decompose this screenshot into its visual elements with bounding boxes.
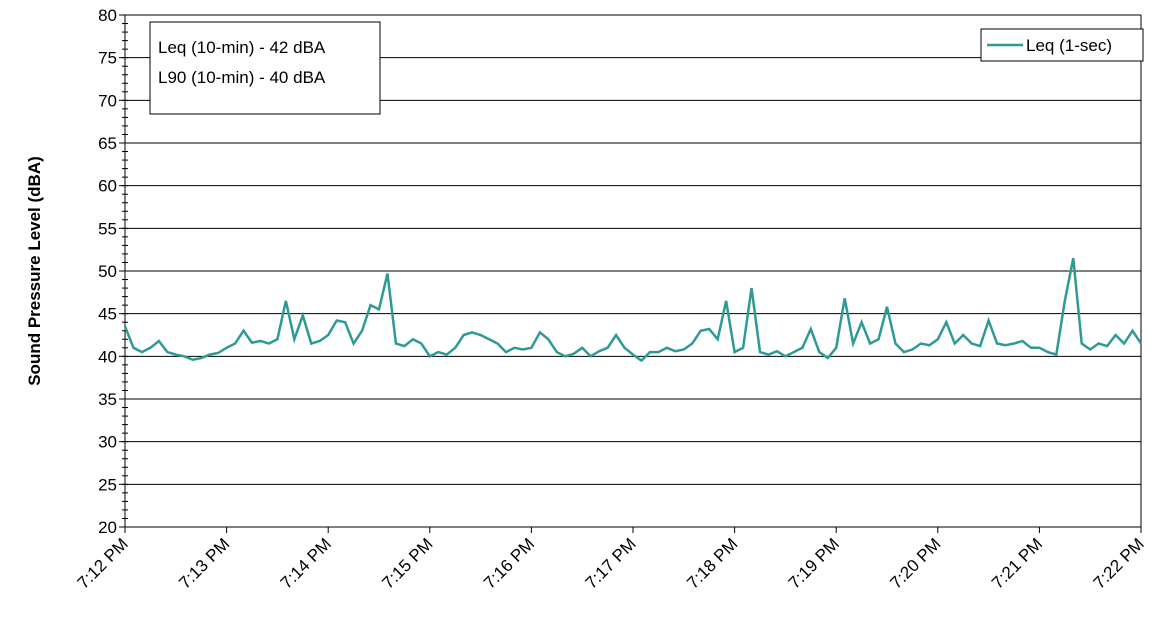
x-tick-label: 7:12 PM: [74, 534, 132, 592]
x-tick-label: 7:14 PM: [277, 534, 335, 592]
y-tick-label: 65: [98, 134, 117, 153]
annotation: L90 (10-min) - 40 dBA: [158, 68, 326, 87]
annotation: Leq (10-min) - 42 dBA: [158, 38, 326, 57]
y-tick-label: 35: [98, 390, 117, 409]
y-tick-label: 45: [98, 305, 117, 324]
x-tick-label: 7:13 PM: [175, 534, 233, 592]
legend-label: Leq (1-sec): [1026, 36, 1112, 55]
x-tick-label: 7:22 PM: [1090, 534, 1148, 592]
y-tick-label: 75: [98, 49, 117, 68]
y-tick-label: 20: [98, 518, 117, 537]
x-tick-label: 7:20 PM: [886, 534, 944, 592]
annotation-box: [149, 21, 381, 115]
y-tick-label: 80: [98, 6, 117, 25]
x-tick-label: 7:18 PM: [683, 534, 741, 592]
y-tick-label: 55: [98, 219, 117, 238]
y-tick-label: 40: [98, 347, 117, 366]
y-tick-label: 25: [98, 475, 117, 494]
x-tick-label: 7:21 PM: [988, 534, 1046, 592]
y-axis-label: Sound Pressure Level (dBA): [25, 156, 44, 386]
x-tick-label: 7:17 PM: [582, 534, 640, 592]
data-line: [123, 257, 1143, 363]
y-tick-label: 60: [98, 177, 117, 196]
y-tick-label: 30: [98, 433, 117, 452]
y-tick-label: 50: [98, 262, 117, 281]
x-tick-label: 7:15 PM: [378, 534, 436, 592]
x-tick-label: 7:19 PM: [785, 534, 843, 592]
y-tick-label: 70: [98, 91, 117, 110]
x-tick-label: 7:16 PM: [480, 534, 538, 592]
